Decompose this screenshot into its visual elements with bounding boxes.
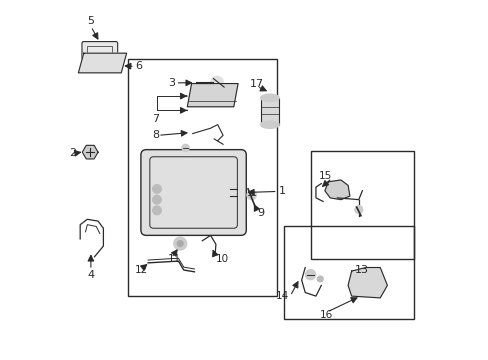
Text: 15: 15 [318, 171, 331, 181]
Circle shape [177, 241, 183, 247]
Circle shape [152, 185, 161, 193]
Text: 16: 16 [319, 310, 333, 320]
Polygon shape [324, 180, 349, 200]
Bar [87, 46, 112, 60]
Circle shape [83, 146, 97, 158]
Polygon shape [347, 267, 386, 298]
Circle shape [317, 276, 323, 282]
Circle shape [246, 190, 256, 200]
Text: 10: 10 [216, 254, 228, 264]
Circle shape [305, 270, 315, 280]
Text: 11: 11 [167, 254, 181, 264]
Circle shape [354, 206, 362, 213]
Circle shape [210, 76, 223, 89]
Circle shape [173, 237, 186, 250]
Text: 6: 6 [135, 62, 142, 71]
Text: 4: 4 [87, 270, 94, 280]
Bar [260, 98, 279, 125]
Text: 7: 7 [151, 113, 159, 123]
Text: 12: 12 [135, 265, 148, 275]
Text: 2: 2 [69, 148, 77, 158]
Bar [283, 226, 413, 319]
Bar [128, 59, 276, 296]
Text: 8: 8 [152, 130, 159, 140]
Circle shape [152, 195, 161, 204]
FancyBboxPatch shape [141, 150, 246, 235]
Ellipse shape [260, 94, 279, 102]
Circle shape [152, 206, 161, 215]
Circle shape [182, 144, 189, 152]
Bar [310, 152, 413, 258]
FancyBboxPatch shape [82, 41, 118, 65]
Text: 3: 3 [167, 78, 175, 88]
Text: 1: 1 [278, 186, 285, 197]
Text: 14: 14 [275, 291, 288, 301]
Polygon shape [78, 53, 126, 73]
Text: 9: 9 [257, 208, 264, 218]
Text: 13: 13 [354, 265, 368, 275]
Text: 5: 5 [87, 16, 94, 26]
Ellipse shape [260, 121, 279, 129]
Text: 17: 17 [249, 78, 264, 89]
Polygon shape [187, 84, 238, 107]
